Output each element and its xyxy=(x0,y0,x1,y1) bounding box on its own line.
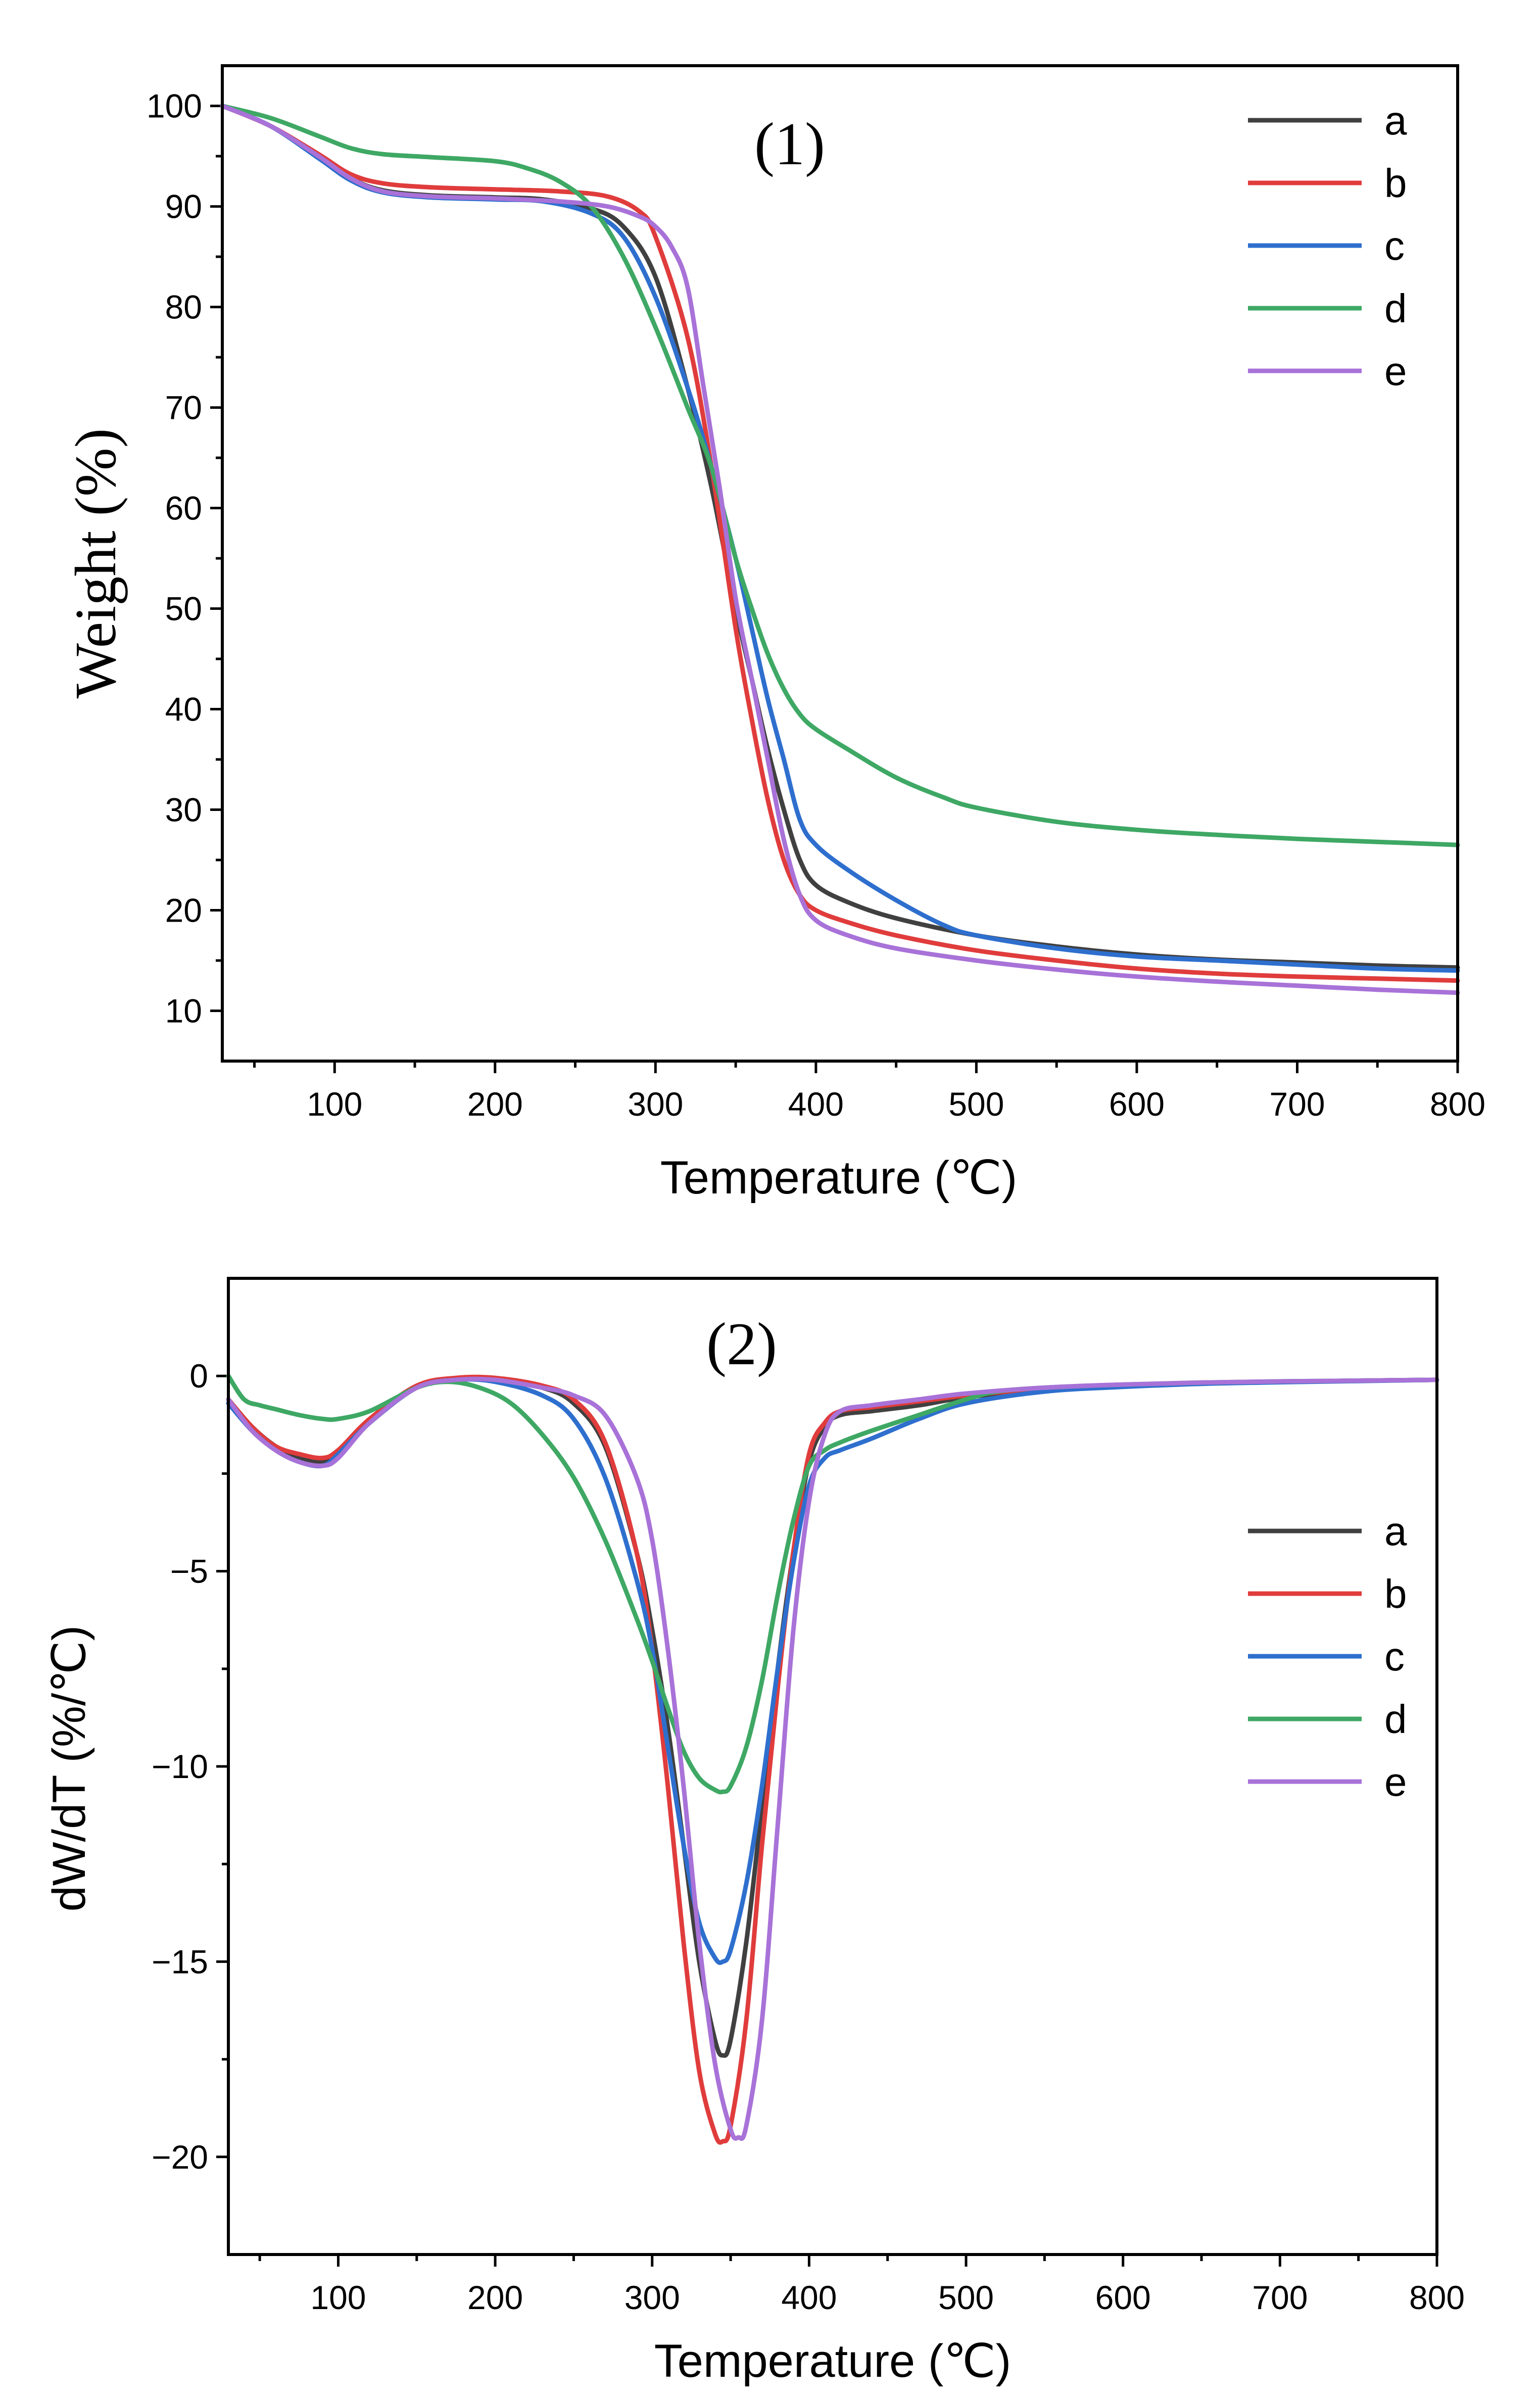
y-tick-label: 80 xyxy=(165,289,202,326)
y-axis-title: Weight (%) xyxy=(64,428,128,698)
weight-loss-chart: 100 200 300 400 500 600 700 800 10 20 30 40 50 60 70 8… xyxy=(64,64,1485,1204)
y-tick-label: 30 xyxy=(165,791,202,829)
x-tick-label: 600 xyxy=(1109,1085,1165,1123)
series-line-e xyxy=(220,104,1460,995)
y-tick-label: 20 xyxy=(165,892,202,929)
x-tick-label: 300 xyxy=(628,1085,683,1123)
series-line-d xyxy=(220,104,1460,847)
axis-ticks xyxy=(216,1374,1438,2267)
y-tick-label: 60 xyxy=(165,490,202,527)
x-tick-label: 400 xyxy=(788,1085,844,1123)
x-tick-label: 400 xyxy=(781,2279,837,2316)
legend-label-b: b xyxy=(1384,161,1407,206)
y-tick-label: −5 xyxy=(170,1553,208,1590)
legend-label-d: d xyxy=(1384,286,1407,331)
legend-label-e: e xyxy=(1384,1759,1407,1804)
series-line-e xyxy=(226,1376,1439,2141)
y-tick-label: −15 xyxy=(152,1943,208,1980)
y-tick-label: 50 xyxy=(165,590,202,628)
y-axis-title: dW/dT (%/℃) xyxy=(43,1625,95,1912)
plot-frame xyxy=(221,64,1459,1063)
legend-label-a: a xyxy=(1384,1509,1407,1554)
series-line-b xyxy=(226,1374,1439,2145)
x-tick-label: 200 xyxy=(467,1085,523,1123)
y-tick-label: 90 xyxy=(165,188,202,225)
x-tick-labels: 100 200 300 400 500 600 700 800 xyxy=(307,1085,1485,1123)
x-axis-title: Temperature (℃) xyxy=(660,1152,1018,1204)
x-tick-label: 300 xyxy=(624,2279,680,2316)
x-tick-label: 500 xyxy=(948,1085,1004,1123)
y-tick-labels: 10 20 30 40 50 60 70 80 90 100 xyxy=(147,87,202,1030)
x-tick-label: 700 xyxy=(1252,2279,1308,2316)
y-tick-label: 100 xyxy=(147,87,202,125)
x-tick-label: 600 xyxy=(1095,2279,1151,2316)
y-tick-label: 0 xyxy=(189,1357,208,1395)
legend-label-a: a xyxy=(1384,98,1407,143)
panel-label: (1) xyxy=(754,110,825,177)
series-line-c xyxy=(226,1377,1439,1965)
legend-label-c: c xyxy=(1384,223,1405,268)
y-tick-label: 70 xyxy=(165,389,202,426)
plot-frame xyxy=(227,1277,1438,2256)
derivative-chart: 100 200 300 400 500 600 700 800 0 −5 −10 −15 −20 (2… xyxy=(43,1277,1465,2387)
x-tick-label: 800 xyxy=(1409,2279,1465,2316)
x-tick-label: 500 xyxy=(938,2279,994,2316)
x-tick-label: 800 xyxy=(1430,1085,1485,1123)
series-line-d xyxy=(226,1373,1439,1795)
chart-series xyxy=(220,104,1460,995)
legend-label-b: b xyxy=(1384,1571,1407,1616)
x-tick-label: 200 xyxy=(467,2279,523,2316)
x-tick-labels: 100 200 300 400 500 600 700 800 xyxy=(310,2279,1465,2316)
chart-series xyxy=(226,1373,1439,2145)
y-tick-labels: 0 −5 −10 −15 −20 xyxy=(152,1357,208,2176)
y-tick-label: 40 xyxy=(165,691,202,728)
legend-label-e: e xyxy=(1384,349,1407,394)
x-axis-title: Temperature (℃) xyxy=(654,2335,1012,2387)
series-line-b xyxy=(220,104,1460,983)
x-tick-label: 100 xyxy=(307,1085,362,1123)
series-line-c xyxy=(220,104,1460,973)
x-tick-label: 700 xyxy=(1269,1085,1325,1123)
y-tick-label: 10 xyxy=(165,992,202,1030)
legend-label-c: c xyxy=(1384,1634,1405,1679)
y-tick-label: −20 xyxy=(152,2138,208,2176)
y-tick-label: −10 xyxy=(152,1748,208,1785)
panel-label: (2) xyxy=(706,1310,777,1377)
legend-label-d: d xyxy=(1384,1697,1407,1742)
x-tick-label: 100 xyxy=(310,2279,366,2316)
